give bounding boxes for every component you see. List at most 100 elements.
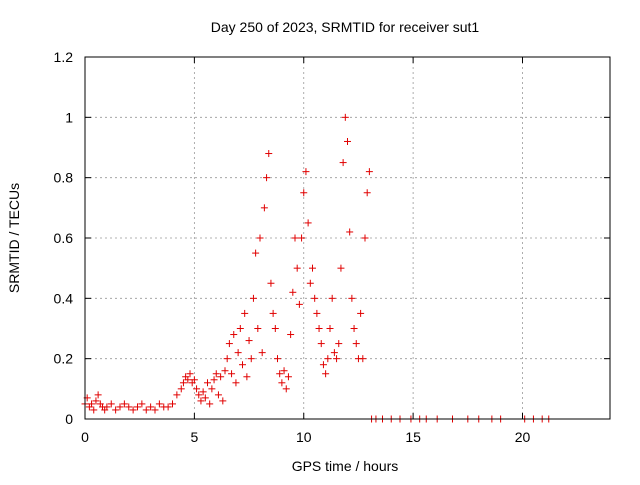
data-point (212, 370, 220, 378)
data-point (350, 325, 358, 332)
data-point (271, 325, 279, 332)
data-point (313, 309, 321, 317)
data-point (309, 264, 316, 272)
data-point (204, 379, 211, 387)
x-tick-label: 0 (81, 429, 89, 445)
y-tick-label: 1.2 (54, 49, 74, 65)
y-tick-label: 0 (65, 411, 73, 427)
data-point (274, 355, 281, 363)
data-point (142, 406, 150, 414)
data-point (214, 391, 222, 399)
data-point (179, 379, 187, 387)
data-point (265, 150, 273, 158)
data-point (195, 391, 203, 399)
data-point (184, 376, 192, 384)
data-point (177, 385, 185, 393)
data-point (228, 370, 236, 378)
x-tick-label: 5 (190, 429, 198, 445)
data-point (197, 397, 205, 405)
data-point (348, 294, 356, 302)
grid-layer (85, 57, 610, 419)
data-point (317, 340, 325, 348)
data-point (221, 367, 229, 375)
data-point (241, 309, 249, 317)
data-point (295, 300, 303, 308)
data-point (361, 234, 369, 242)
data-point (199, 388, 207, 396)
data-point (260, 204, 268, 212)
data-point (125, 403, 133, 411)
data-point (359, 355, 367, 363)
data-point (322, 370, 330, 378)
x-axis-label: GPS time / hours (292, 458, 399, 474)
data-point (344, 137, 351, 145)
data-point (94, 391, 102, 399)
data-point (339, 159, 347, 167)
chart-title: Day 250 of 2023, SRMTID for receiver sut… (211, 19, 480, 35)
data-point (116, 403, 124, 411)
data-point (245, 337, 253, 345)
data-point (90, 406, 98, 414)
data-point (230, 331, 238, 339)
data-point (330, 349, 338, 357)
data-point (193, 385, 201, 393)
data-point (234, 349, 242, 357)
x-tick-label: 10 (296, 429, 312, 445)
y-tick-label: 0.2 (54, 351, 74, 367)
data-point (267, 279, 275, 287)
data-point (210, 376, 218, 384)
data-point (304, 219, 312, 227)
data-point (328, 294, 336, 302)
y-tick-label: 0.8 (54, 170, 74, 186)
data-point (363, 189, 371, 197)
data-point (337, 264, 345, 272)
y-axis-label: SRMTID / TECUs (6, 183, 22, 293)
x-tick-label: 20 (515, 429, 531, 445)
data-point (138, 400, 146, 408)
data-point (107, 400, 115, 408)
data-point (346, 228, 354, 236)
data-point (258, 349, 266, 357)
data-point (190, 376, 198, 384)
data-point (206, 400, 214, 408)
data-point (236, 325, 244, 332)
data-point (256, 234, 264, 242)
data-point (208, 385, 216, 393)
data-point (326, 325, 334, 332)
data-point (289, 288, 297, 296)
tick-layer: 0 0.2 0.4 0.6 0.8 1 1.2 0 5 10 15 20 (54, 49, 610, 445)
data-point (335, 340, 343, 348)
data-point (155, 400, 163, 408)
data-point (164, 403, 172, 411)
data-point (129, 406, 137, 414)
data-point (302, 168, 310, 176)
data-point (169, 400, 176, 408)
data-point (225, 340, 233, 348)
data-point (173, 391, 181, 399)
data-point (282, 385, 290, 393)
data-point (120, 400, 128, 408)
data-point (147, 403, 155, 411)
data-point (92, 397, 100, 405)
data-point (88, 400, 96, 408)
data-point (151, 406, 159, 414)
data-point (298, 234, 306, 242)
data-point (365, 168, 373, 176)
data-point (252, 249, 260, 257)
data-point (247, 355, 255, 363)
data-point (300, 189, 308, 197)
data-point (254, 325, 262, 332)
data-point (232, 379, 240, 387)
data-point (311, 294, 319, 302)
x-tick-label: 15 (405, 429, 421, 445)
data-point (243, 373, 251, 381)
data-point (280, 367, 288, 375)
data-point (263, 174, 271, 182)
data-point (293, 264, 301, 272)
data-point (249, 294, 257, 302)
data-point (186, 370, 194, 378)
data-point (112, 406, 120, 414)
data-point (357, 309, 365, 317)
